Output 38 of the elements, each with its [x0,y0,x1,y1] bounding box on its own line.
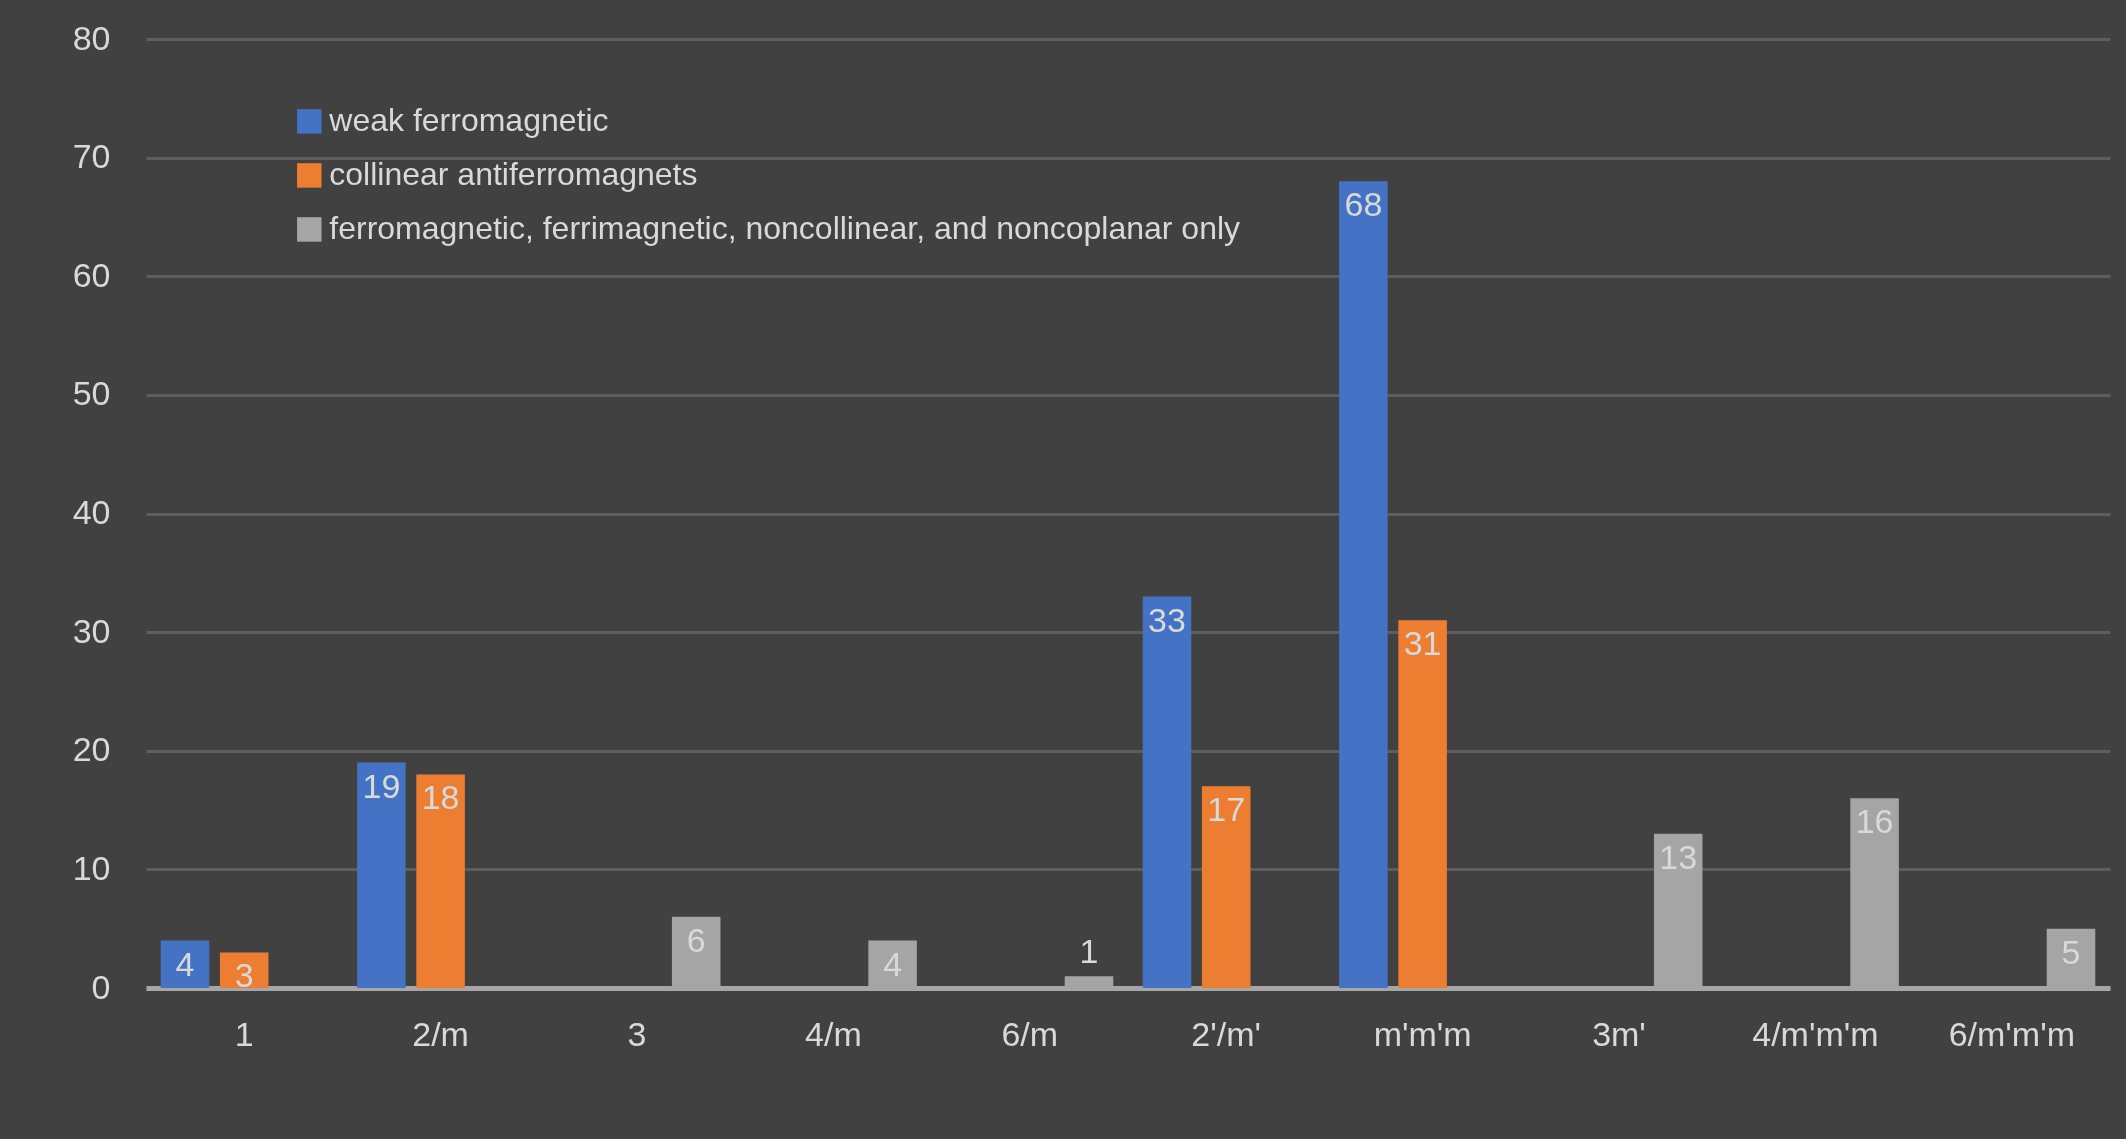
data-label: 1 [1079,932,1099,971]
x-tick-label: 3m' [1592,1014,1646,1053]
y-tick-label: 20 [72,730,111,769]
data-label: 4 [175,944,195,983]
bar [357,762,406,988]
data-label: 19 [362,766,401,805]
bar [1339,181,1388,988]
data-label: 3 [234,956,254,995]
y-tick-label: 40 [72,493,111,531]
bar [1142,596,1192,988]
legend-label: ferromagnetic, ferrimagnetic, noncollinear, and noncoplanar only [329,210,1241,247]
x-tick-label: 2/m [412,1014,469,1053]
x-tick-label: 2'/m' [1191,1014,1262,1053]
y-tick-label: 0 [91,967,111,1006]
y-tick-label: 80 [72,18,111,57]
y-tick-label: 50 [72,374,111,413]
data-label: 33 [1148,600,1186,639]
x-tick-label: 4/m'm'm [1752,1014,1879,1053]
x-tick-label: m'm'm [1373,1014,1472,1053]
bar [416,774,465,988]
x-tick-label: 1 [234,1014,254,1053]
data-label: 17 [1207,790,1246,829]
x-tick-label: 6/m'm'm [1948,1014,2075,1053]
x-tick-label: 4/m [805,1014,862,1053]
y-tick-label: 10 [72,848,111,887]
y-tick-label: 30 [72,611,111,650]
x-tick-label: 3 [627,1014,647,1053]
bar [1201,786,1251,988]
y-tick-label: 60 [72,255,111,294]
bar [160,940,210,988]
legend-label: weak ferromagnetic [328,102,609,139]
data-label: 68 [1344,185,1383,224]
bar [1398,620,1447,988]
x-tick-label: 6/m [1001,1014,1059,1053]
data-label: 18 [421,778,460,817]
data-label: 31 [1403,624,1442,663]
legend-label: collinear antiferromagnets [329,156,698,193]
y-tick-label: 70 [72,137,111,176]
